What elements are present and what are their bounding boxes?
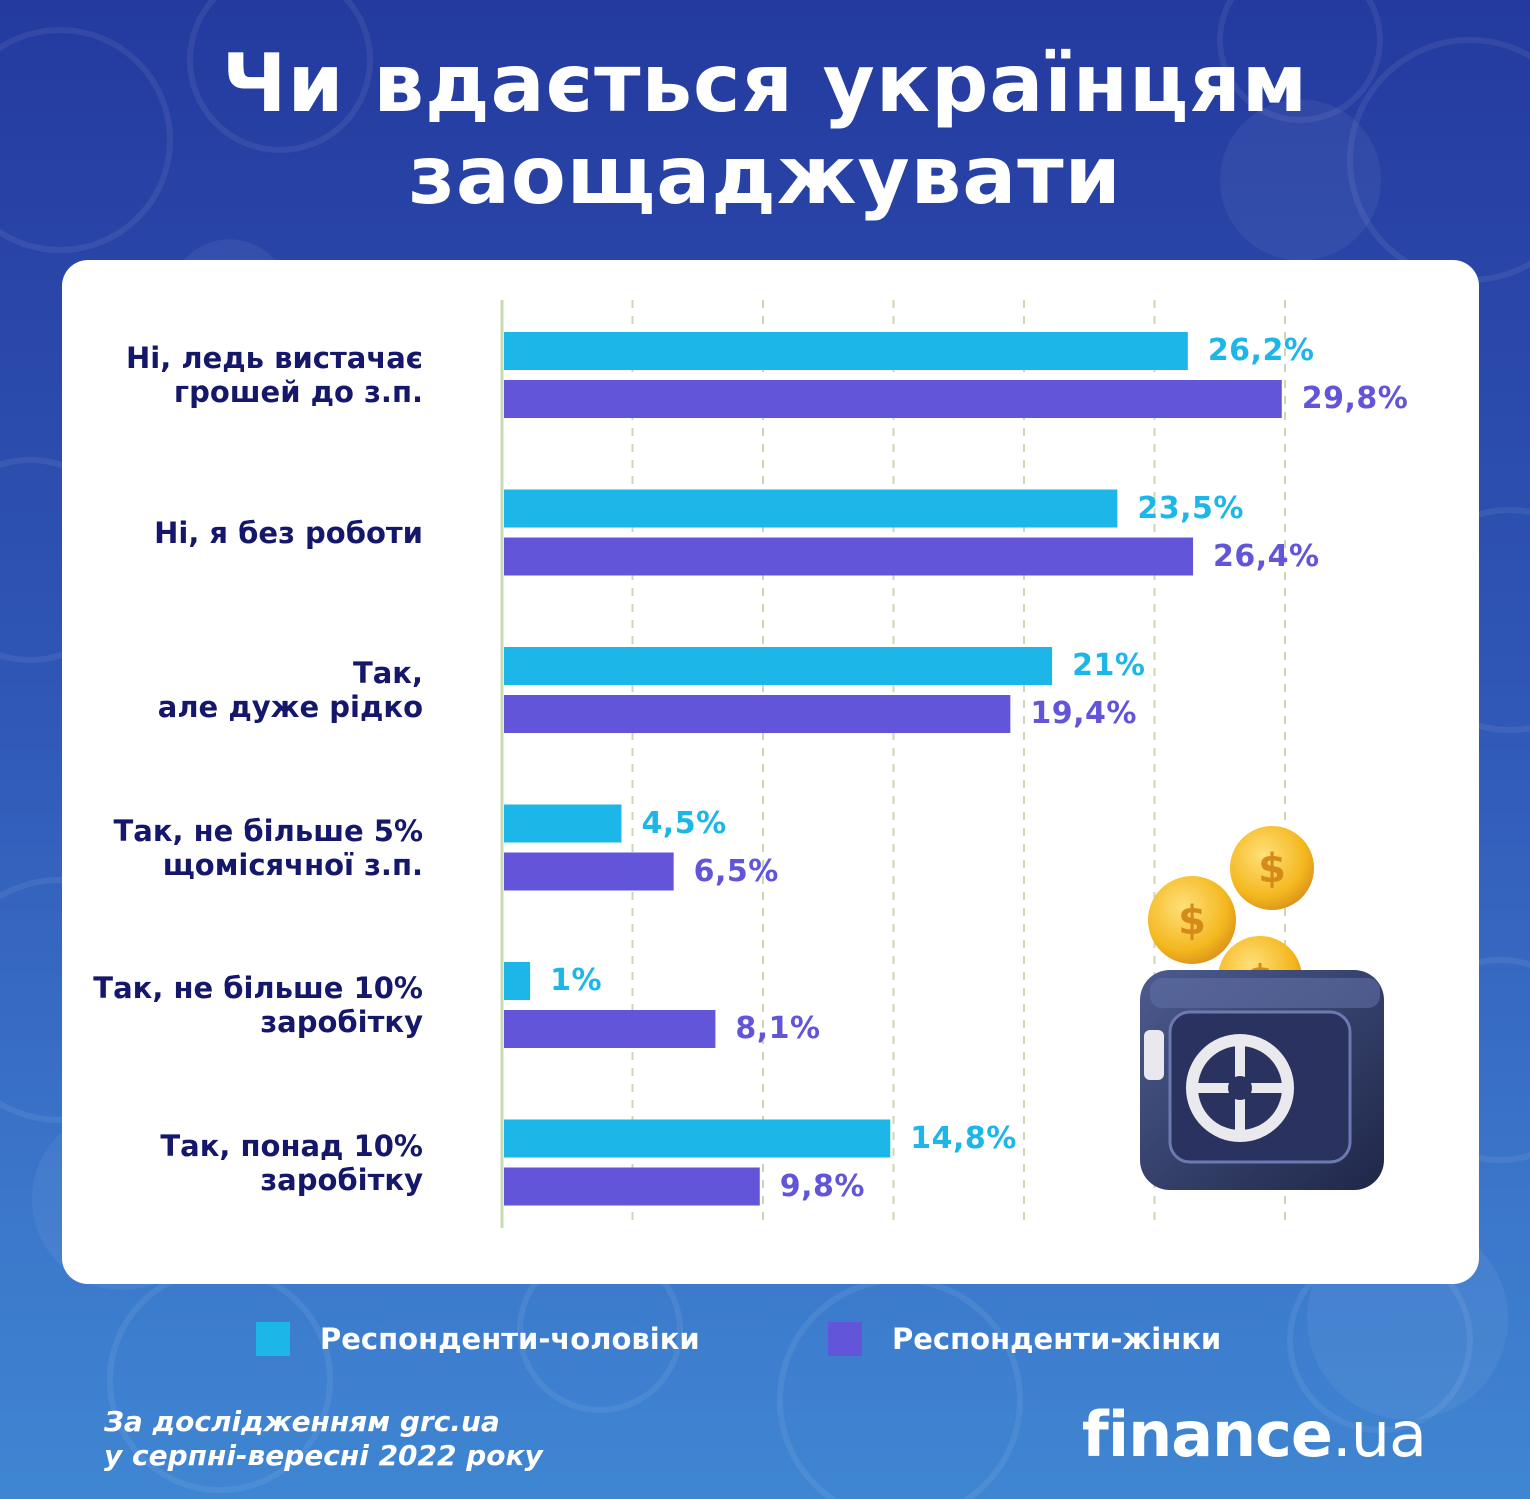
bar-women — [504, 852, 674, 891]
value-label-men: 1% — [550, 963, 603, 998]
bar-men — [504, 1119, 891, 1158]
title-line-2: заощаджувати — [408, 129, 1122, 222]
bar-men — [504, 804, 622, 843]
brand-name: finance — [1081, 1398, 1333, 1471]
brand-domain: .ua — [1332, 1398, 1427, 1471]
category-label: Так, понад 10% заробітку — [160, 1128, 423, 1197]
legend-label-women: Респонденти-жінки — [892, 1322, 1222, 1356]
chart-legend: Респонденти-чоловіки Респонденти-жінки — [0, 1322, 1530, 1362]
legend-swatch-women — [828, 1322, 862, 1356]
svg-text:$: $ — [1178, 898, 1206, 944]
legend-swatch-men — [256, 1322, 290, 1356]
bar-women — [504, 1167, 760, 1206]
value-label-women: 29,8% — [1301, 381, 1409, 416]
category-label: Так, не більше 5% щомісячної з.п. — [113, 813, 423, 882]
value-label-men: 14,8% — [910, 1120, 1017, 1156]
value-label-women: 8,1% — [735, 1011, 821, 1046]
bar-men — [504, 647, 1053, 685]
category-label: Ні, я без роботи — [154, 515, 423, 550]
source-note: За дослідженням grc.ua у серпні-вересні … — [104, 1405, 543, 1473]
brand-logo: finance.ua — [1081, 1398, 1427, 1471]
page-title: Чи вдається українцям заощаджувати — [0, 38, 1530, 222]
bar-women — [504, 1010, 716, 1048]
value-label-men: 4,5% — [641, 805, 727, 841]
category-label: Ні, ледь вистачає грошей до з.п. — [126, 341, 423, 409]
category-label: Так, але дуже рідко — [157, 656, 423, 724]
value-label-women: 9,8% — [779, 1168, 865, 1204]
bar-chart — [500, 300, 1286, 1228]
chart-card: Ні, ледь вистачає грошей до з.п. 26,2% 29,… — [62, 260, 1479, 1284]
safe-with-coins-icon: $ $ $ — [1140, 826, 1384, 1190]
svg-text:$: $ — [1258, 846, 1286, 892]
legend-item-women: Респонденти-жінки — [828, 1322, 1221, 1356]
bar-men — [504, 332, 1188, 370]
legend-item-men: Респонденти-чоловіки — [256, 1322, 700, 1356]
value-label-men: 23,5% — [1137, 490, 1244, 526]
value-label-women: 19,4% — [1030, 696, 1137, 731]
value-label-men: 21% — [1072, 648, 1146, 683]
bar-women — [504, 380, 1282, 418]
legend-label-men: Респонденти-чоловіки — [320, 1322, 700, 1356]
bar-men — [504, 962, 531, 1000]
bar-women — [504, 695, 1011, 733]
category-label: Так, не більше 10% заробітку — [93, 971, 423, 1039]
bar-women — [504, 537, 1194, 576]
source-line-2: у серпні-вересні 2022 року — [104, 1439, 543, 1472]
title-line-1: Чи вдається українцям — [221, 37, 1309, 130]
value-label-women: 6,5% — [693, 853, 779, 889]
source-line-1: За дослідженням grc.ua — [104, 1405, 500, 1438]
value-label-women: 26,4% — [1213, 538, 1320, 574]
value-label-men: 26,2% — [1207, 333, 1315, 368]
bar-men — [504, 489, 1118, 528]
